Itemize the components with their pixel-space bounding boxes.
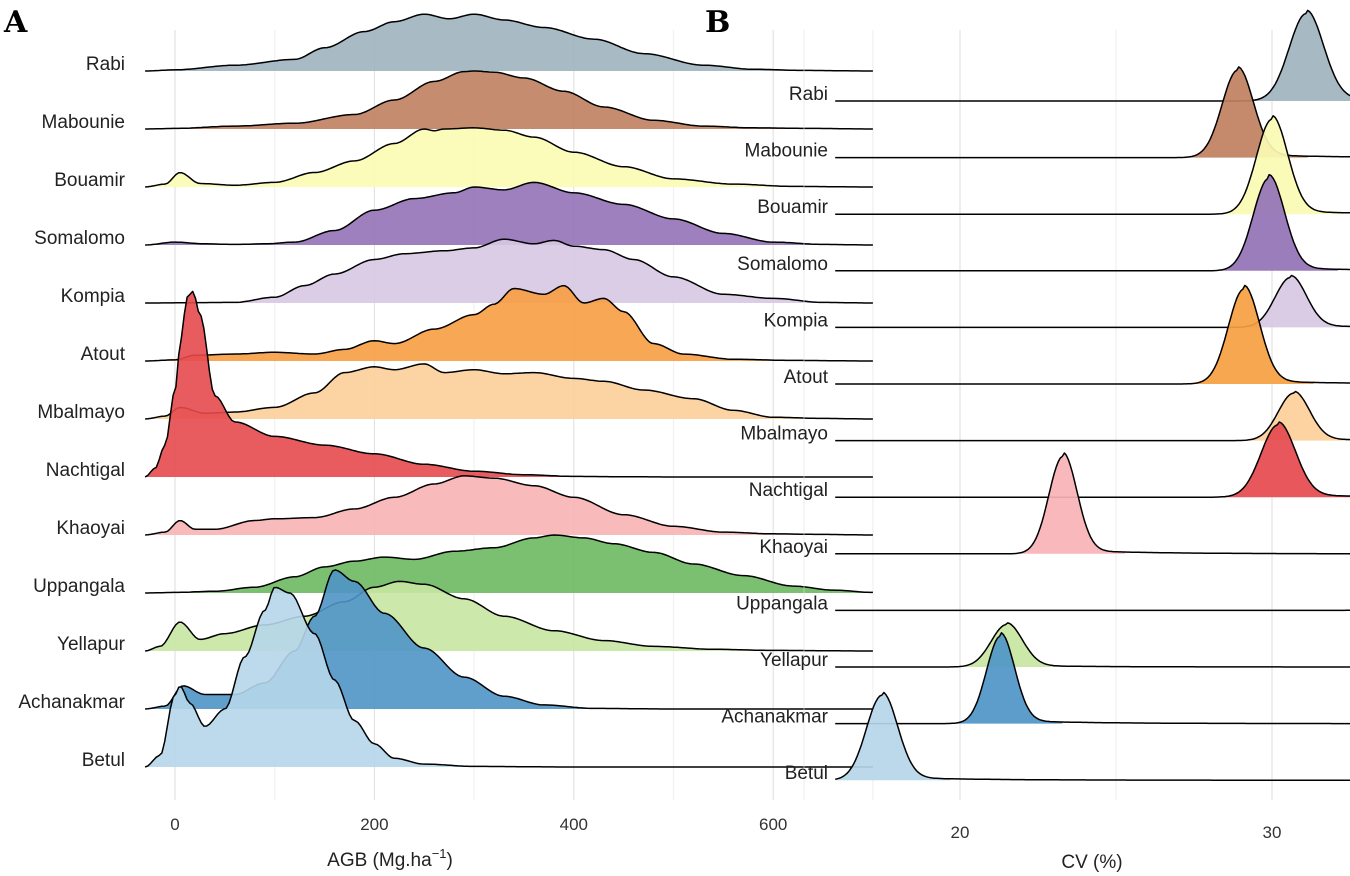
panel-b-ridges (835, 9, 1350, 781)
ridge-b-fill-somalomo (1220, 174, 1339, 271)
panel-a-label-uppangala: Uppangala (33, 576, 125, 597)
panel-b-x-axis-title: CV (%) (1061, 852, 1122, 873)
panel-b-label-atout: Atout (784, 367, 829, 388)
panel-a-label-kompia: Kompia (61, 286, 126, 307)
ridge-b-line-nachtigal (835, 421, 1350, 498)
panel-b-label-uppangala: Uppangala (736, 593, 828, 614)
panel-a: Rabi Mabounie Bouamir Somalomo Kompia Atout Mb… (3, 5, 874, 871)
panel-b-label-bouamir: Bouamir (757, 197, 828, 218)
panel-a-letter: A (3, 5, 28, 40)
panel-b-x-ticks: 203040 (951, 823, 1282, 842)
panel-b-label-yellapur: Yellapur (760, 650, 829, 671)
panel-a-label-mabounie: Mabounie (42, 112, 125, 133)
panel-b-site-labels: Rabi Mabounie Bouamir Somalomo Kompia Atout Mb… (721, 84, 828, 784)
ridge-b-line-mabounie (835, 66, 1350, 159)
panel-b-label-mabounie: Mabounie (745, 141, 828, 162)
panel-a-x-axis-title-text: AGB (Mg.ha (327, 850, 432, 871)
panel-b-label-rabi: Rabi (789, 84, 828, 105)
ridge-b-line-atout (835, 284, 1350, 385)
ridge-a-fill-bouamir (145, 127, 873, 187)
panel-a-site-labels: Rabi Mabounie Bouamir Somalomo Kompia Atout Mb… (18, 54, 125, 771)
panel-a-label-achanakmar: Achanakmar (18, 692, 125, 713)
ridge-b-line-mbalmayo (835, 390, 1350, 442)
panel-b: Rabi Mabounie Bouamir Somalomo Kompia Atout Mb… (705, 5, 1350, 873)
panel-a-label-somalomo: Somalomo (34, 228, 125, 249)
ridge-a-line-bouamir (145, 127, 873, 188)
panel-a-x-axis-title-close: ) (447, 850, 453, 871)
ridge-a-line-uppangala (145, 534, 873, 594)
panel-b-label-mbalmayo: Mbalmayo (740, 424, 828, 445)
panel-a-label-yellapur: Yellapur (57, 634, 126, 655)
ridge-b-line-uppangala (835, 609, 1350, 612)
panel-b-x-tick-label: 20 (951, 823, 970, 842)
ridge-b-line-bouamir (835, 115, 1350, 215)
ridge-b-line-khaoyai (835, 452, 1350, 555)
panel-b-label-achanakmar: Achanakmar (721, 707, 828, 728)
ridge-b-fill-achanakmar (956, 632, 1063, 724)
ridge-a-fill-atout (145, 285, 873, 361)
panel-a-x-tick-label: 600 (759, 815, 787, 834)
ridge-b-fill-nachtigal (1224, 422, 1350, 498)
ridge-a-line-rabi (145, 13, 873, 72)
panel-b-label-khaoyai: Khaoyai (759, 537, 828, 558)
ridge-b-fill-atout (1194, 285, 1314, 384)
panel-a-x-tick-label: 0 (170, 815, 179, 834)
panel-a-label-mbalmayo: Mbalmayo (37, 402, 125, 423)
panel-b-label-betul: Betul (785, 763, 828, 784)
ridge-a-fill-somalomo (145, 182, 873, 245)
panel-a-x-tick-label: 400 (560, 815, 588, 834)
ridge-b-line-rabi (835, 9, 1350, 102)
ridge-a-line-kompia (145, 238, 873, 304)
panel-b-letter: B (705, 5, 730, 40)
ridge-b-line-betul (835, 691, 1350, 781)
ridge-a-fill-betul (145, 587, 873, 767)
panel-a-x-tick-label: 200 (360, 815, 388, 834)
ridge-a-line-mabounie (145, 70, 873, 130)
ridge-a-fill-khaoyai (145, 475, 873, 535)
panel-a-x-ticks: 0 200 400 600 (170, 815, 787, 834)
panel-b-x-tick-label: 30 (1263, 823, 1282, 842)
ridge-b-fill-mbalmayo (1244, 391, 1350, 441)
ridge-a-fill-uppangala (145, 535, 873, 593)
panel-a-label-rabi: Rabi (86, 54, 125, 75)
panel-a-x-axis-title-sup: −1 (432, 846, 447, 861)
panel-a-label-bouamir: Bouamir (54, 170, 125, 191)
panel-a-label-betul: Betul (82, 750, 125, 771)
panel-a-label-khaoyai: Khaoyai (56, 518, 125, 539)
ridge-a-line-betul (144, 586, 873, 768)
ridge-b-line-yellapur (835, 622, 1350, 668)
panel-a-label-nachtigal: Nachtigal (46, 460, 125, 481)
ridge-b-line-somalomo (835, 173, 1350, 272)
ridge-a-line-atout (145, 285, 873, 362)
panel-a-ridges (144, 13, 873, 768)
ridge-a-fill-mabounie (145, 71, 873, 129)
panel-a-label-atout: Atout (81, 344, 126, 365)
ridge-a-line-khaoyai (145, 475, 873, 536)
ridge-b-fill-rabi (1253, 10, 1350, 101)
ridge-b-fill-bouamir (1222, 115, 1343, 215)
ridge-b-fill-khaoyai (1019, 453, 1126, 554)
ridge-a-line-nachtigal (144, 290, 873, 478)
panel-b-label-somalomo: Somalomo (737, 254, 828, 275)
panel-b-label-nachtigal: Nachtigal (749, 480, 828, 501)
ridge-b-line-achanakmar (835, 632, 1350, 725)
ridge-a-fill-kompia (145, 239, 873, 303)
panel-b-label-kompia: Kompia (764, 310, 829, 331)
ridge-a-fill-rabi (145, 14, 873, 71)
ridge-b-fill-mabounie (1188, 66, 1308, 158)
ridge-b-fill-yellapur (956, 622, 1077, 667)
panel-a-x-axis-title: AGB (Mg.ha−1) (327, 846, 453, 871)
ridge-a-line-somalomo (145, 181, 873, 246)
ridge-a-fill-nachtigal (145, 291, 873, 477)
ridge-a-fill-mbalmayo (145, 363, 873, 419)
ridge-b-fill-betul (835, 692, 951, 781)
ridge-b-fill-kompia (1240, 275, 1350, 328)
ridge-a-line-mbalmayo (145, 363, 873, 420)
